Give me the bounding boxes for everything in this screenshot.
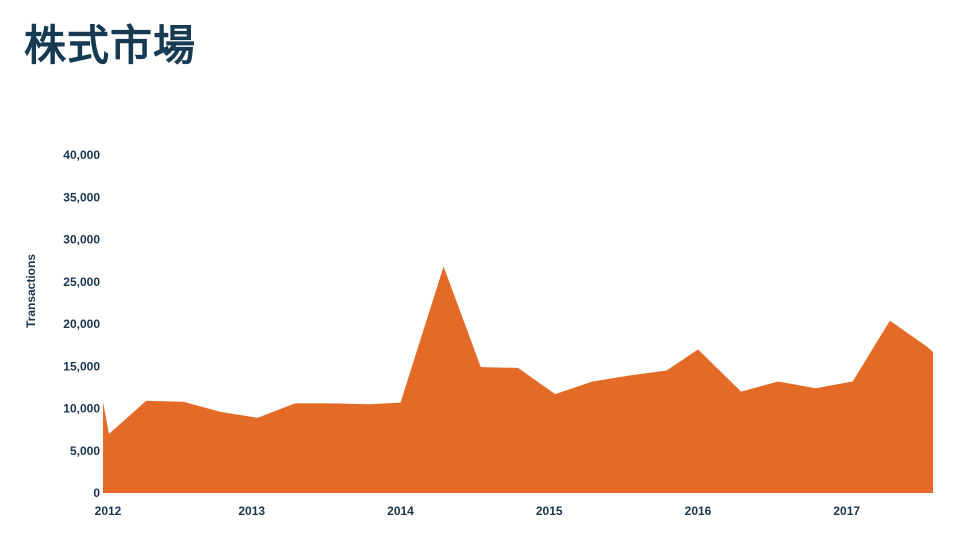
page-title: 株式市場 <box>24 21 197 70</box>
x-axis: 2012 2013 2014 2015 2016 2017 <box>95 504 861 518</box>
series-layer <box>103 266 933 493</box>
y-axis: 0 5,000 10,000 15,000 20,000 25,000 30,000 35,0… <box>63 148 100 500</box>
x-tick-label: 2014 <box>387 504 414 518</box>
y-tick-label: 15,000 <box>63 359 100 373</box>
y-tick-label: 20,000 <box>63 317 100 331</box>
y-tick-label: 30,000 <box>63 233 100 247</box>
x-tick-label: 2016 <box>685 504 712 518</box>
y-axis-title: Transactions <box>24 254 38 328</box>
y-tick-label: 40,000 <box>63 148 100 162</box>
x-tick-label: 2013 <box>238 504 265 518</box>
y-tick-label: 5,000 <box>70 444 100 458</box>
y-tick-label: 10,000 <box>63 402 100 416</box>
y-tick-label: 35,000 <box>63 190 100 204</box>
y-tick-label: 0 <box>93 486 100 500</box>
y-tick-label: 25,000 <box>63 275 100 289</box>
series-area-0 <box>103 266 933 493</box>
x-tick-label: 2015 <box>536 504 563 518</box>
x-tick-label: 2012 <box>95 504 122 518</box>
x-tick-label: 2017 <box>833 504 860 518</box>
